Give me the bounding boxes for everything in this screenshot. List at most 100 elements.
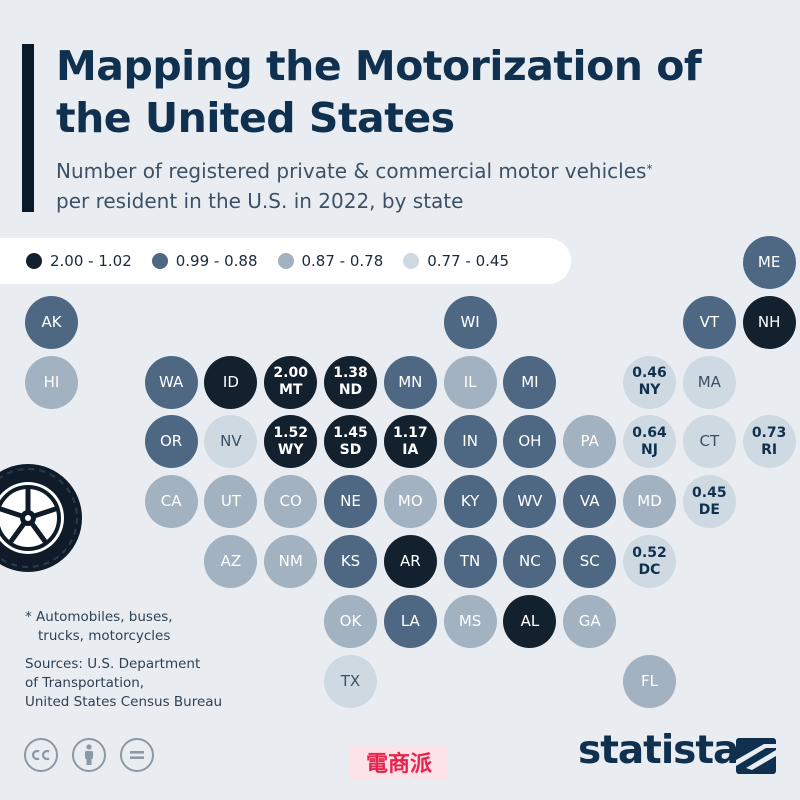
state-tile-hi[interactable]: HI xyxy=(25,355,78,409)
state-abbr: OH xyxy=(518,432,542,451)
state-tile-ne[interactable]: NE xyxy=(324,475,377,529)
state-abbr: HI xyxy=(43,372,60,391)
sources: Sources: U.S. Department of Transportati… xyxy=(25,655,222,712)
state-abbr: IN xyxy=(462,432,478,451)
legend-item-4: 0.77 - 0.45 xyxy=(403,252,509,270)
state-tile-nv[interactable]: NV xyxy=(204,415,258,469)
legend-label: 0.87 - 0.78 xyxy=(301,252,384,270)
state-abbr: SC xyxy=(579,552,600,570)
state-tile-sd[interactable]: 1.45 SD xyxy=(324,415,377,469)
state-tile-id[interactable]: ID xyxy=(204,355,258,409)
state-abbr: CT xyxy=(699,432,720,451)
state-tile-sc[interactable]: SC xyxy=(563,535,617,588)
state-value: 1.38 xyxy=(333,365,368,382)
statista-wordmark[interactable]: statista xyxy=(578,728,739,773)
state-tile-ok[interactable]: OK xyxy=(324,594,377,648)
state-value: 0.64 xyxy=(632,424,667,441)
watermark-text: 電商派 xyxy=(366,751,432,777)
state-value: 1.17 xyxy=(393,424,428,441)
state-abbr: MN xyxy=(398,372,423,391)
state-abbr: ND xyxy=(338,382,363,399)
state-tile-or[interactable]: OR xyxy=(144,415,198,469)
state-tile-dc[interactable]: 0.52 DC xyxy=(623,535,676,588)
state-tile-mo[interactable]: MO xyxy=(383,475,437,529)
state-tile-al[interactable]: AL xyxy=(503,594,557,648)
state-abbr: RI xyxy=(761,441,778,458)
state-tile-mi[interactable]: MI xyxy=(503,355,557,409)
statista-logo-icon[interactable] xyxy=(736,738,776,774)
state-tile-pa[interactable]: PA xyxy=(563,415,617,469)
attribution-icon[interactable] xyxy=(72,738,106,772)
state-value: 0.73 xyxy=(751,424,787,441)
map-legend: 2.00 - 1.02 0.99 - 0.88 0.87 - 0.78 0.77 - … xyxy=(0,238,571,284)
state-tile-ny[interactable]: 0.46 NY xyxy=(623,355,676,409)
state-abbr: NH xyxy=(757,312,781,331)
legend-label: 2.00 - 1.02 xyxy=(50,252,132,270)
state-tile-ak[interactable]: AK xyxy=(25,295,78,349)
state-tile-fl[interactable]: FL xyxy=(623,654,676,708)
state-abbr: CA xyxy=(160,492,182,511)
watermark-stamp: 電商派 xyxy=(350,745,448,779)
state-abbr: VA xyxy=(579,492,600,511)
state-abbr: OR xyxy=(159,432,183,451)
state-tile-vt[interactable]: VT xyxy=(682,295,736,349)
state-abbr: WI xyxy=(460,312,480,331)
state-abbr: WY xyxy=(277,441,304,458)
state-tile-ms[interactable]: MS xyxy=(443,594,497,648)
state-tile-wv[interactable]: WV xyxy=(503,475,557,529)
state-tile-de[interactable]: 0.45 DE xyxy=(682,475,736,529)
sources-line3: United States Census Bureau xyxy=(25,694,223,710)
state-value: 0.52 xyxy=(632,544,667,561)
state-tile-me[interactable]: ME xyxy=(742,236,796,289)
state-abbr: NC xyxy=(519,552,541,570)
state-tile-ia[interactable]: 1.17 IA xyxy=(383,415,437,469)
state-tile-nm[interactable]: NM xyxy=(264,535,318,588)
state-tile-nj[interactable]: 0.64 NJ xyxy=(623,415,676,469)
state-tile-co[interactable]: CO xyxy=(264,475,318,529)
state-value: 2.00 xyxy=(273,365,308,382)
state-tile-ct[interactable]: CT xyxy=(682,415,736,469)
state-tile-wa[interactable]: WA xyxy=(144,355,198,409)
state-tile-tn[interactable]: TN xyxy=(443,535,497,588)
legend-swatch xyxy=(403,253,420,269)
state-tile-az[interactable]: AZ xyxy=(204,535,258,588)
state-tile-ks[interactable]: KS xyxy=(324,535,377,588)
state-abbr: DE xyxy=(698,501,720,518)
state-tile-mn[interactable]: MN xyxy=(383,355,437,409)
state-tile-il[interactable]: IL xyxy=(443,355,497,409)
tire-icon xyxy=(0,464,82,572)
state-tile-ri[interactable]: 0.73 RI xyxy=(742,415,796,469)
state-tile-nh[interactable]: NH xyxy=(742,295,796,349)
footnote-line2: trucks, motorcycles xyxy=(38,628,171,644)
state-tile-ky[interactable]: KY xyxy=(443,475,497,529)
state-tile-md[interactable]: MD xyxy=(623,475,676,529)
license-icons xyxy=(24,738,168,772)
state-tile-oh[interactable]: OH xyxy=(503,415,557,469)
state-abbr: LA xyxy=(400,611,420,630)
state-tile-nd[interactable]: 1.38 ND xyxy=(324,355,377,409)
page-title: Mapping the Motorization of the United S… xyxy=(56,42,702,142)
state-tile-va[interactable]: VA xyxy=(563,475,617,529)
cc-license-icon[interactable] xyxy=(24,738,58,772)
state-tile-la[interactable]: LA xyxy=(383,594,437,648)
state-tile-ca[interactable]: CA xyxy=(144,475,198,529)
state-value: 0.46 xyxy=(632,365,667,382)
state-tile-ma[interactable]: MA xyxy=(682,355,736,409)
state-abbr: KS xyxy=(340,552,361,570)
state-abbr: AK xyxy=(41,312,62,331)
state-tile-tx[interactable]: TX xyxy=(324,654,377,708)
sources-line1: Sources: U.S. Department xyxy=(25,656,201,672)
state-tile-ut[interactable]: UT xyxy=(204,475,258,529)
state-tile-mt[interactable]: 2.00 MT xyxy=(264,355,318,409)
state-abbr: MD xyxy=(637,492,662,511)
no-derivatives-icon[interactable] xyxy=(120,738,154,772)
state-abbr: WA xyxy=(158,372,184,391)
state-tile-in[interactable]: IN xyxy=(443,415,497,469)
state-tile-wi[interactable]: WI xyxy=(443,295,497,349)
state-tile-wy[interactable]: 1.52 WY xyxy=(264,415,318,469)
state-abbr: NJ xyxy=(641,441,658,458)
state-tile-ar[interactable]: AR xyxy=(383,535,437,588)
state-tile-nc[interactable]: NC xyxy=(503,535,557,588)
state-abbr: KY xyxy=(460,492,480,511)
state-tile-ga[interactable]: GA xyxy=(563,594,617,648)
